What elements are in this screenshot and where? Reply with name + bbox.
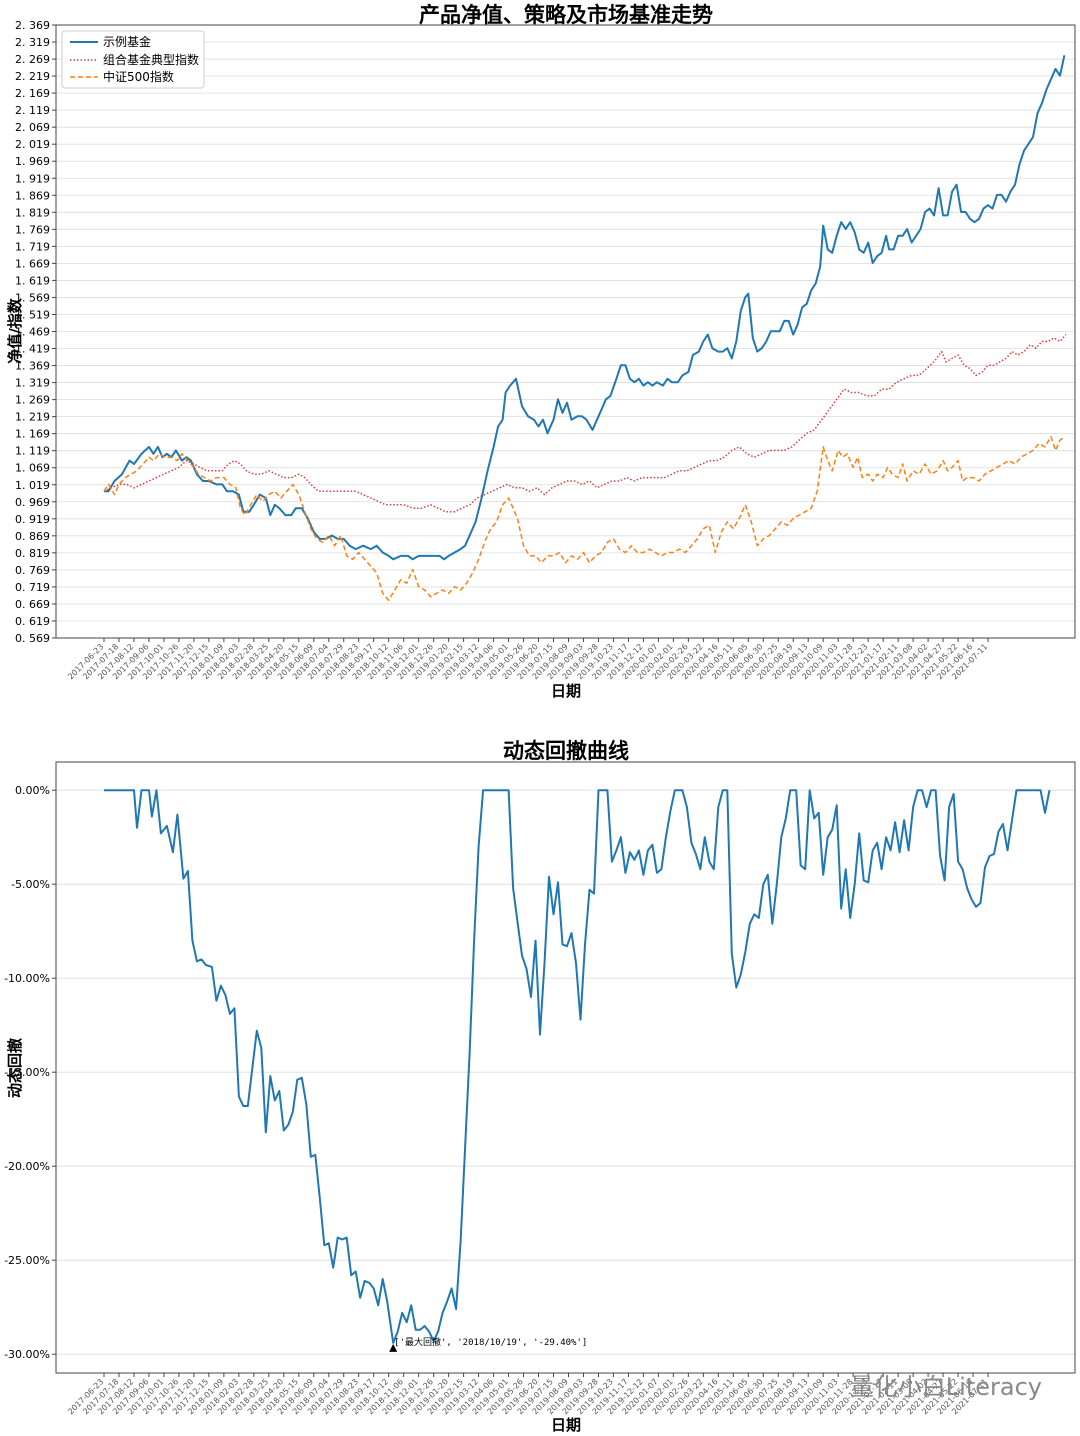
ytick-label: 0. 719 xyxy=(15,581,50,594)
nav-chart-xlabel: 日期 xyxy=(551,682,581,700)
drawdown-chart-xlabel: 日期 xyxy=(551,1416,581,1434)
ytick-label: 0. 669 xyxy=(15,598,50,611)
ytick-label: 0. 969 xyxy=(15,496,50,509)
ytick-label: 1. 719 xyxy=(15,240,50,253)
ytick-label: -5.00% xyxy=(11,878,50,891)
ytick-label: 1. 569 xyxy=(15,291,50,304)
nav-chart-legend: 示例基金 组合基金典型指数 中证500指数 xyxy=(61,30,205,89)
ytick-label: 2. 369 xyxy=(15,19,50,32)
ytick-label: 0.00% xyxy=(15,784,50,797)
legend-label-csi500: 中证500指数 xyxy=(103,69,174,84)
ytick-label: -20.00% xyxy=(4,1160,50,1173)
max-drawdown-marker xyxy=(389,1343,398,1352)
nav-chart-ylabel: 净值/指数 xyxy=(6,297,24,363)
ytick-label: 2. 019 xyxy=(15,138,50,151)
ytick-label: 2. 219 xyxy=(15,70,50,83)
drawdown-chart-ylabel: 动态回撤 xyxy=(6,1038,24,1098)
ytick-label: 0. 819 xyxy=(15,547,50,560)
ytick-label: -25.00% xyxy=(4,1254,50,1267)
series-line-0 xyxy=(104,55,1066,561)
ytick-label: 1. 869 xyxy=(15,189,50,202)
ytick-label: 2. 319 xyxy=(15,36,50,49)
legend-label-fund: 示例基金 xyxy=(103,34,151,49)
ytick-label: 2. 169 xyxy=(15,87,50,100)
ytick-label: 1. 619 xyxy=(15,274,50,287)
ytick-label: 2. 269 xyxy=(15,53,50,66)
series-line-1 xyxy=(103,334,1067,513)
ytick-label: 1. 169 xyxy=(15,428,50,441)
ytick-label: 1. 969 xyxy=(15,155,50,168)
ytick-label: 1. 119 xyxy=(15,445,50,458)
legend-label-fof-index: 组合基金典型指数 xyxy=(103,52,199,67)
ytick-label: 0. 769 xyxy=(15,564,50,577)
ytick-label: -30.00% xyxy=(4,1348,50,1361)
nav-chart-title: 产品净值、策略及市场基准走势 xyxy=(419,3,713,27)
ytick-label: 1. 369 xyxy=(15,360,50,373)
ytick-label: 1. 769 xyxy=(15,223,50,236)
ytick-label: -10.00% xyxy=(4,972,50,985)
drawdown-chart-frame xyxy=(55,761,1076,1374)
watermark: 量化小白Literacy xyxy=(850,1373,1042,1401)
series-line-2 xyxy=(103,435,1065,601)
ytick-label: 0. 619 xyxy=(15,615,50,628)
ytick-label: 0. 919 xyxy=(15,513,50,526)
ytick-label: 1. 269 xyxy=(15,394,50,407)
series-line-0 xyxy=(104,789,1051,1344)
max-drawdown-label: ['最大回撤', '2018/10/19', '-29.40%'] xyxy=(394,1336,587,1348)
max-drawdown-annotation: ['最大回撤', '2018/10/19', '-29.40%'] xyxy=(389,1336,587,1352)
drawdown-chart-title: 动态回撤曲线 xyxy=(503,739,629,763)
ytick-label: 2. 119 xyxy=(15,104,50,117)
ytick-label: 1. 069 xyxy=(15,462,50,475)
nav-chart: 产品净值、策略及市场基准走势 0. 569 0. 619 0. 669 0. 719 0… xyxy=(6,3,1076,700)
ytick-label: 0. 869 xyxy=(15,530,50,543)
ytick-label: 1. 419 xyxy=(15,343,50,356)
ytick-label: 1. 819 xyxy=(15,206,50,219)
ytick-label: 1. 219 xyxy=(15,411,50,424)
ytick-label: 1. 019 xyxy=(15,479,50,492)
ytick-label: 1. 469 xyxy=(15,326,50,339)
ytick-label: 1. 919 xyxy=(15,172,50,185)
ytick-label: 0. 569 xyxy=(15,632,50,645)
ytick-label: 1. 519 xyxy=(15,308,50,321)
ytick-label: 2. 069 xyxy=(15,121,50,134)
ytick-label: -15.00% xyxy=(4,1066,50,1079)
drawdown-chart: 动态回撤曲线 0.00% -5.00% -10.00% -15.00% -20.00% -… xyxy=(4,739,1076,1434)
ytick-label: 1. 669 xyxy=(15,257,50,270)
ytick-label: 1. 319 xyxy=(15,377,50,390)
